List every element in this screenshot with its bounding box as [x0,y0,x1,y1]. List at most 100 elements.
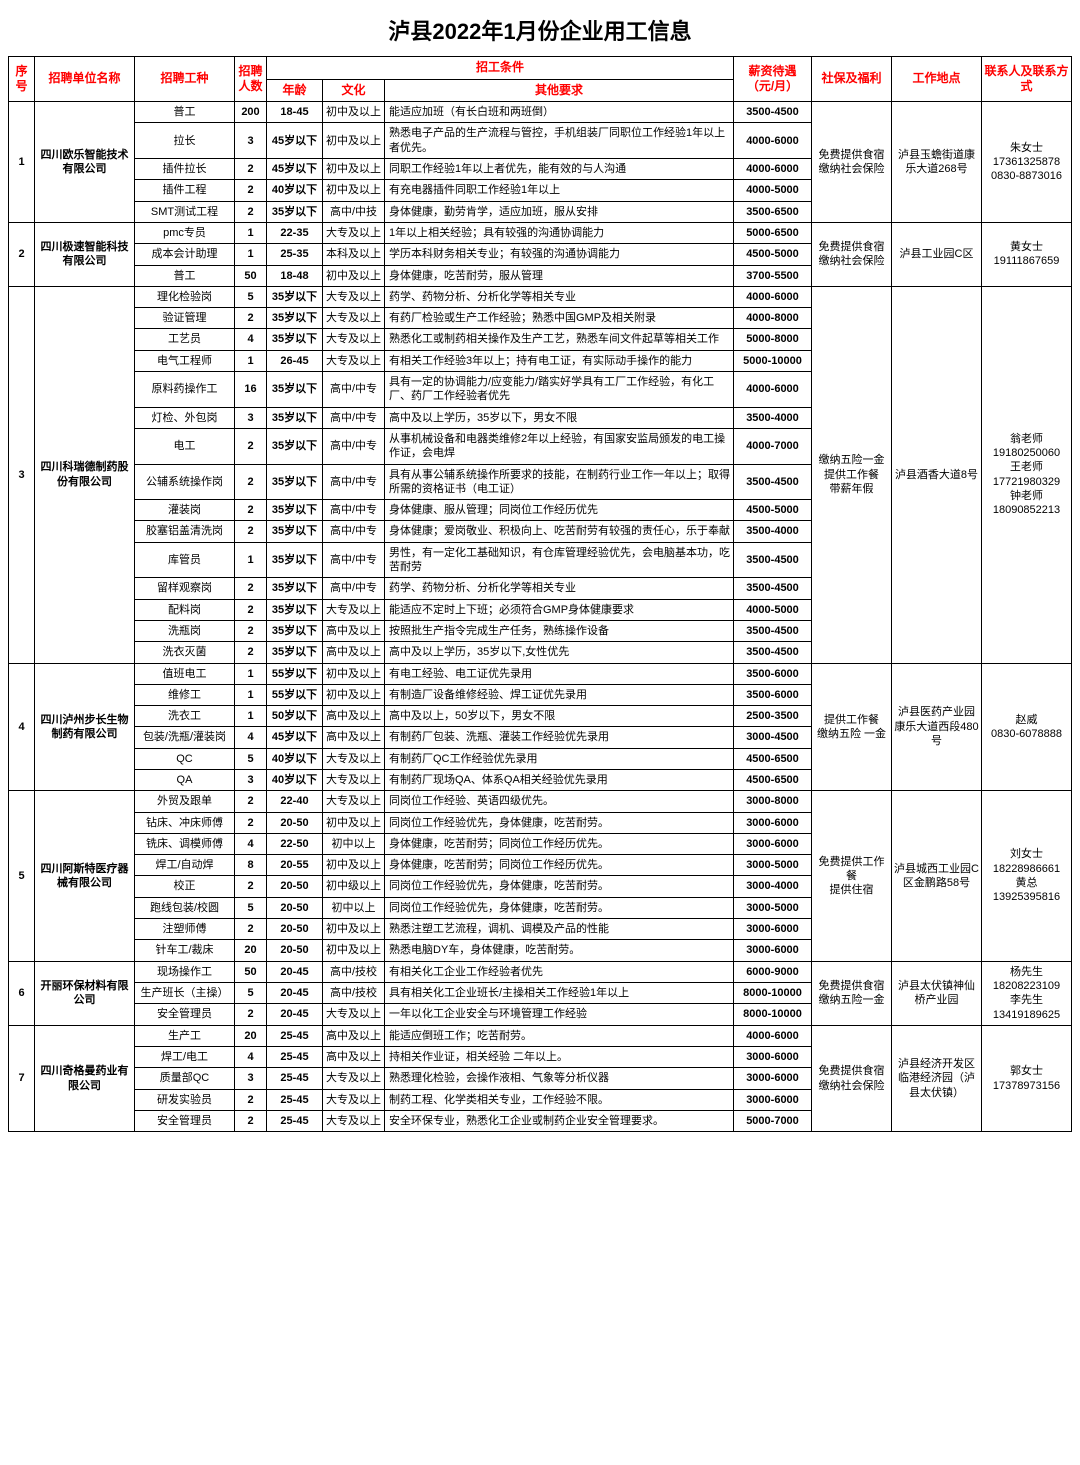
cell-edu: 大专及以上 [323,1089,385,1110]
cell-req: 有电工经验、电工证优先录用 [385,663,734,684]
cell-contact: 杨先生18208223109李先生13419189625 [982,961,1072,1025]
cell-position: 跑线包装/校圆 [135,897,235,918]
cell-age: 25-45 [267,1025,323,1046]
cell-position: 针车工/裁床 [135,940,235,961]
table-row: 5四川阿斯特医疗器械有限公司外贸及跟单222-40大专及以上同岗位工作经验、英语… [9,791,1072,812]
th-count: 招聘人数 [235,57,267,102]
cell-edu: 高中及以上 [323,706,385,727]
cell-position: 值班电工 [135,663,235,684]
cell-edu: 本科及以上 [323,244,385,265]
cell-age: 35岁以下 [267,464,323,500]
cell-req: 有制药厂QC工作经验优先录用 [385,748,734,769]
cell-count: 4 [235,727,267,748]
cell-contact: 翁老师19180250060王老师17721980329钟老师180908522… [982,286,1072,663]
cell-position: 校正 [135,876,235,897]
cell-count: 1 [235,244,267,265]
cell-edu: 初中及以上 [323,663,385,684]
cell-contact: 赵威0830-6078888 [982,663,1072,791]
cell-salary: 6000-9000 [734,961,812,982]
cell-location: 泸县医药产业园康乐大道西段480号 [892,663,982,791]
cell-edu: 高中/中专 [323,542,385,578]
th-age: 年龄 [267,79,323,102]
cell-req: 男性，有一定化工基础知识，有仓库管理经验优先，会电脑基本功，吃苦耐劳 [385,542,734,578]
cell-position: 插件工程 [135,180,235,201]
cell-edu: 高中/中专 [323,428,385,464]
cell-count: 2 [235,812,267,833]
cell-age: 45岁以下 [267,123,323,159]
cell-location: 泸县太伏镇神仙桥产业园 [892,961,982,1025]
cell-salary: 3500-6000 [734,663,812,684]
cell-position: 生产班长（主操） [135,983,235,1004]
cell-edu: 初中及以上 [323,265,385,286]
cell-edu: 初中及以上 [323,159,385,180]
cell-age: 20-50 [267,876,323,897]
cell-req: 同岗位工作经验优先，身体健康，吃苦耐劳。 [385,812,734,833]
cell-edu: 大专及以上 [323,791,385,812]
cell-count: 3 [235,769,267,790]
cell-edu: 高中及以上 [323,1025,385,1046]
cell-age: 35岁以下 [267,372,323,408]
cell-age: 35岁以下 [267,286,323,307]
cell-position: 焊工/自动焊 [135,855,235,876]
cell-welfare: 免费提供食宿缴纳社会保险 [812,222,892,286]
cell-count: 1 [235,706,267,727]
cell-salary: 3500-6500 [734,201,812,222]
cell-req: 安全环保专业，熟悉化工企业或制药企业安全管理要求。 [385,1111,734,1132]
cell-age: 40岁以下 [267,748,323,769]
cell-company: 四川奇格曼药业有限公司 [35,1025,135,1131]
cell-position: 洗衣工 [135,706,235,727]
cell-edu: 大专及以上 [323,286,385,307]
cell-age: 25-45 [267,1111,323,1132]
cell-count: 2 [235,919,267,940]
th-welfare: 社保及福利 [812,57,892,102]
cell-count: 4 [235,833,267,854]
cell-req: 学历本科财务相关专业；有较强的沟通协调能力 [385,244,734,265]
cell-salary: 3500-4500 [734,578,812,599]
cell-edu: 大专及以上 [323,350,385,371]
cell-req: 同岗位工作经验优先，身体健康，吃苦耐劳。 [385,897,734,918]
cell-salary: 3000-6000 [734,940,812,961]
cell-position: 外贸及跟单 [135,791,235,812]
cell-position: 胶塞铝盖清洗岗 [135,521,235,542]
cell-age: 50岁以下 [267,706,323,727]
cell-position: 注塑师傅 [135,919,235,940]
table-row: 6开丽环保材料有限公司现场操作工5020-45高中/技校有相关化工企业工作经验者… [9,961,1072,982]
table-row: 4四川泸州步长生物制药有限公司值班电工155岁以下初中及以上有电工经验、电工证优… [9,663,1072,684]
cell-age: 26-45 [267,350,323,371]
cell-welfare: 免费提供食宿缴纳五险一金 [812,961,892,1025]
cell-edu: 大专及以上 [323,329,385,350]
cell-age: 25-45 [267,1089,323,1110]
th-location: 工作地点 [892,57,982,102]
cell-salary: 4000-8000 [734,308,812,329]
cell-position: 工艺员 [135,329,235,350]
cell-location: 泸县酒香大道8号 [892,286,982,663]
cell-age: 20-55 [267,855,323,876]
cell-edu: 初中及以上 [323,855,385,876]
cell-salary: 3000-6000 [734,1047,812,1068]
cell-req: 熟悉化工或制药相关操作及生产工艺，熟悉车间文件起草等相关工作 [385,329,734,350]
cell-age: 35岁以下 [267,407,323,428]
cell-req: 高中及以上学历，35岁以下，男女不限 [385,407,734,428]
cell-salary: 3000-5000 [734,897,812,918]
cell-edu: 高中及以上 [323,642,385,663]
cell-salary: 4000-6000 [734,286,812,307]
cell-age: 55岁以下 [267,684,323,705]
cell-position: 包装/洗瓶/灌装岗 [135,727,235,748]
cell-position: 灌装岗 [135,500,235,521]
cell-req: 能适应加班（有长白班和两班倒） [385,102,734,123]
cell-edu: 初中以上 [323,897,385,918]
cell-age: 40岁以下 [267,769,323,790]
cell-company: 开丽环保材料有限公司 [35,961,135,1025]
cell-position: 验证管理 [135,308,235,329]
cell-req: 身体健康；爱岗敬业、积极向上、吃苦耐劳有较强的责任心，乐于奉献 [385,521,734,542]
cell-count: 2 [235,599,267,620]
cell-salary: 3000-6000 [734,833,812,854]
cell-age: 18-48 [267,265,323,286]
cell-age: 35岁以下 [267,500,323,521]
cell-position: pmc专员 [135,222,235,243]
cell-count: 2 [235,159,267,180]
cell-seq: 7 [9,1025,35,1131]
cell-edu: 高中/中专 [323,372,385,408]
cell-req: 持相关作业证，相关经验 二年以上。 [385,1047,734,1068]
cell-salary: 3500-4000 [734,521,812,542]
